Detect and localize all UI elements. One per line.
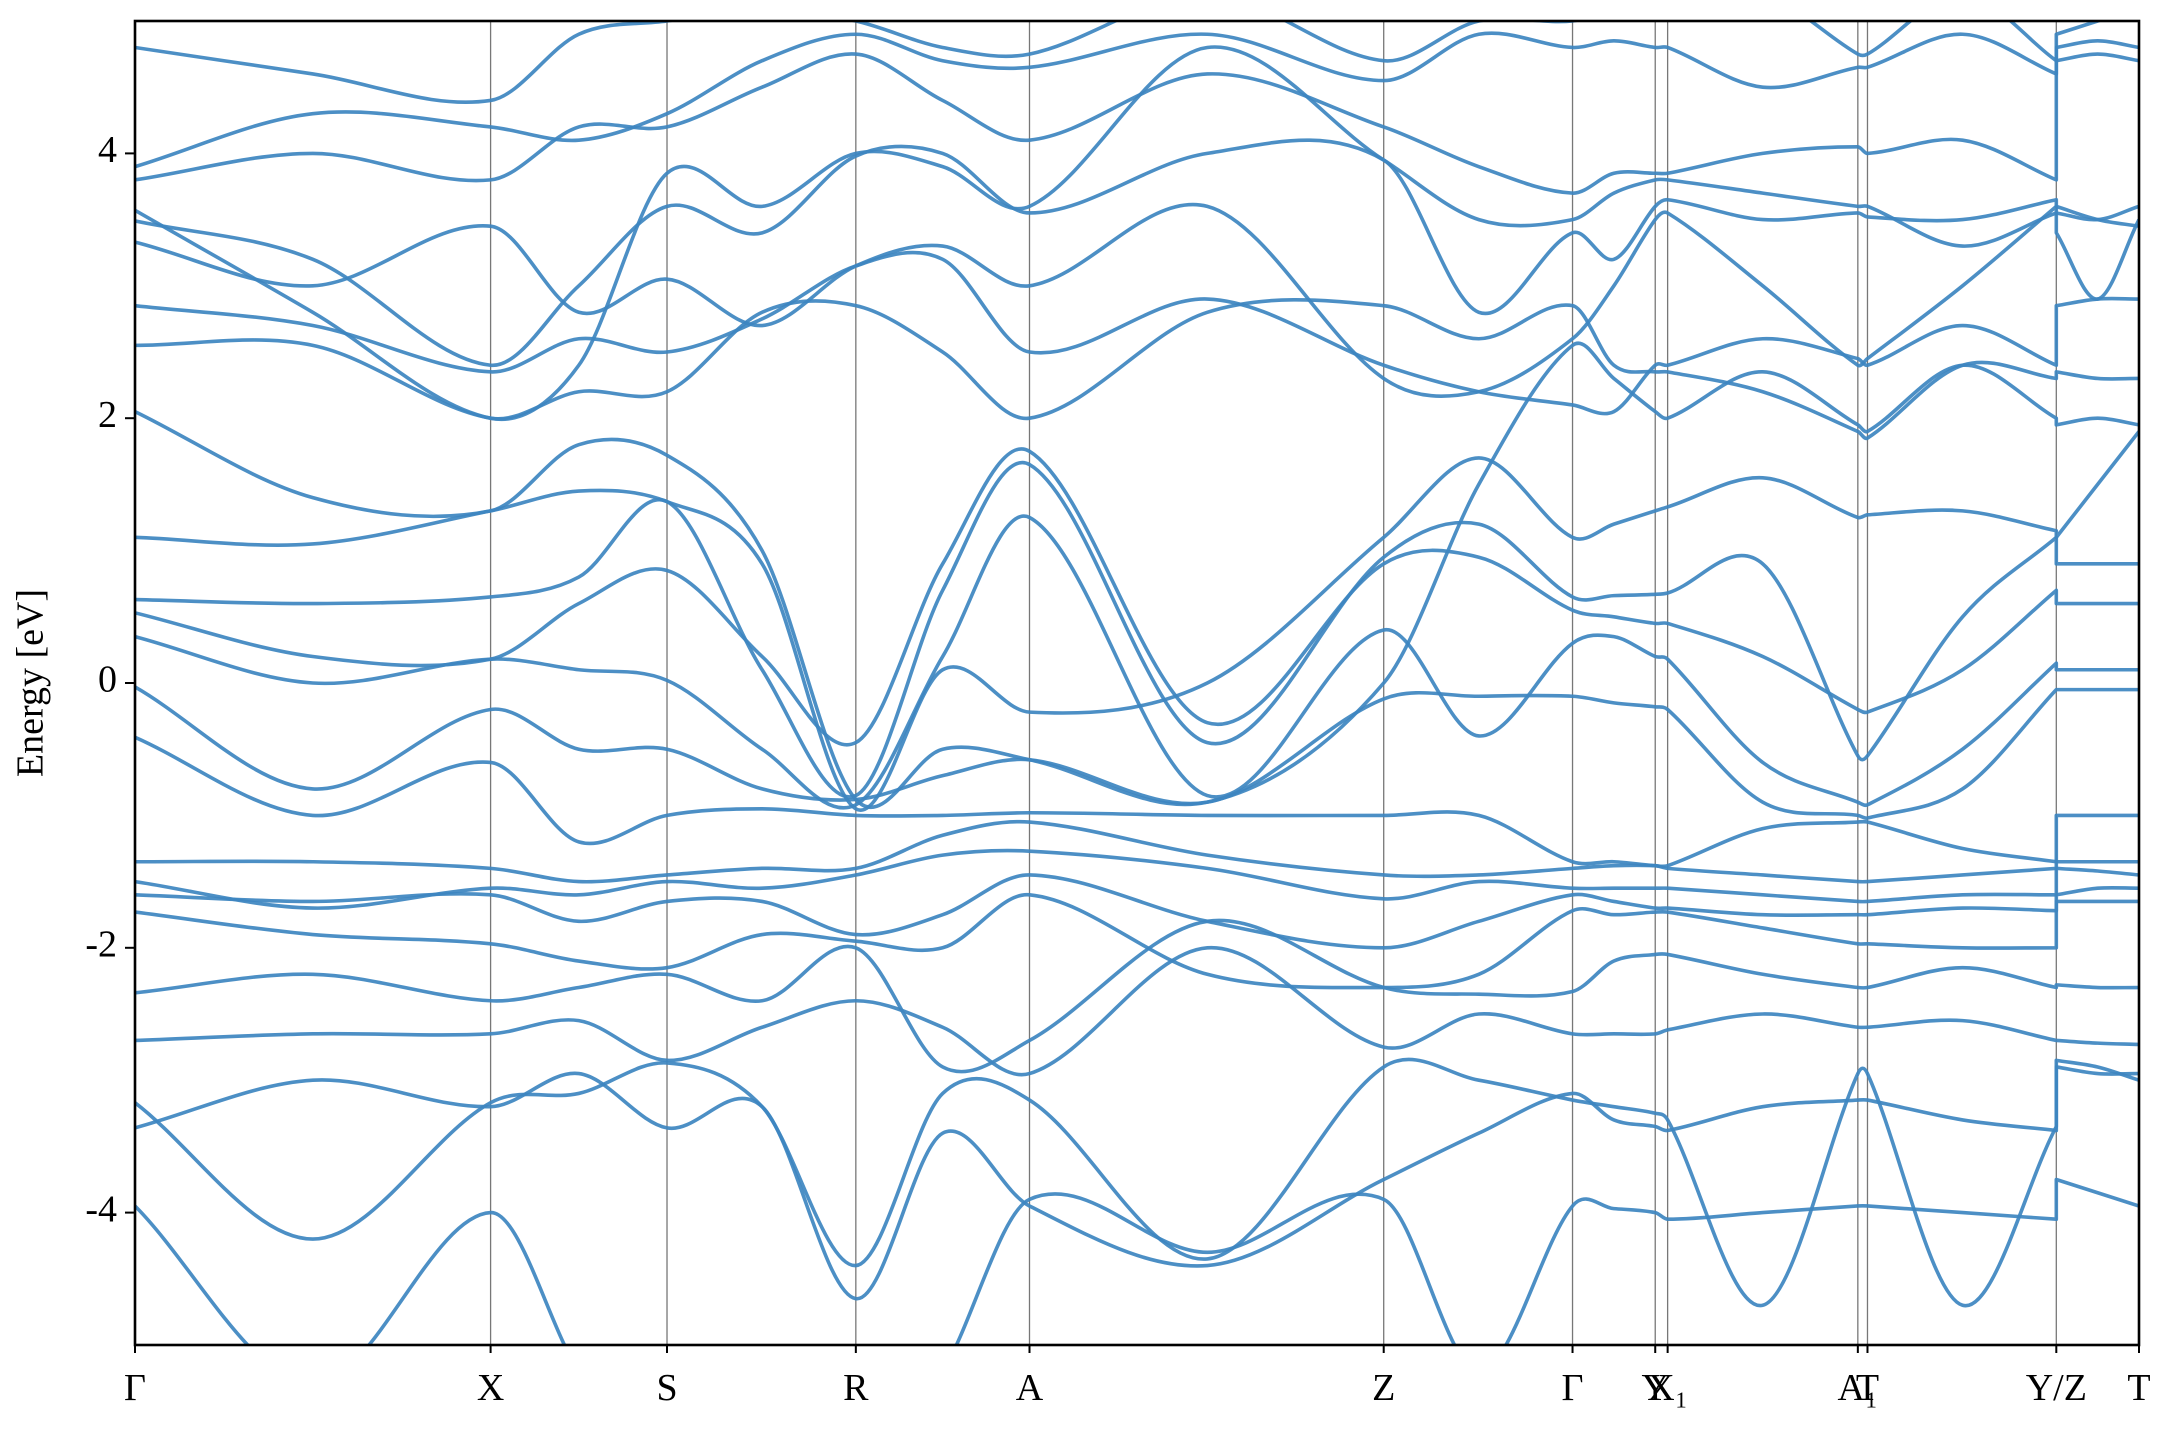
band-line [135, 138, 2139, 368]
band-line [135, 31, 2139, 169]
band-line [135, 460, 2139, 799]
y-tick-label: 4 [98, 129, 117, 171]
y-tick-label: -2 [85, 924, 117, 966]
x-tick-label: T [2127, 1367, 2150, 1409]
x-tick-label: Z [1372, 1367, 1395, 1409]
x-tick-label: A [1016, 1367, 1044, 1409]
band-line [135, 893, 2139, 990]
x-tick-label: R [843, 1367, 869, 1409]
y-axis-label: Energy [eV] [10, 589, 52, 777]
band-line [135, 52, 2139, 195]
band-line [135, 1177, 2139, 1345]
band-line [135, 21, 2104, 105]
band-line [135, 447, 2139, 747]
band-line [135, 250, 2139, 416]
x-tick-label: S [656, 1367, 677, 1409]
band-line [135, 813, 2139, 884]
x-tick-label: T [1856, 1367, 1879, 1409]
band-line [135, 341, 2139, 810]
band-line [135, 202, 2139, 398]
band-line [135, 1065, 2139, 1301]
band-line [135, 430, 2139, 812]
band-line [135, 298, 2139, 441]
y-tick-label: -4 [85, 1188, 117, 1230]
band-line [135, 848, 2139, 910]
x-tick-label: Γ [124, 1367, 146, 1409]
x-tick-label: X [477, 1367, 504, 1409]
band-line [135, 918, 2139, 1074]
x-tick-label: Y [1642, 1367, 1669, 1409]
plot-frame [133, 19, 2141, 1347]
bands [135, 21, 2139, 1345]
x-tick-label: Γ [1562, 1367, 1584, 1409]
band-line [135, 735, 2139, 869]
band-line [135, 945, 2139, 1077]
band-line [135, 1057, 2139, 1308]
band-line [135, 45, 2139, 422]
x-tick-label: A₁ [1837, 1367, 1878, 1409]
x-tick-label: Y/Z [2026, 1367, 2087, 1409]
x-tick-label: X₁ [1647, 1367, 1688, 1409]
band-line [135, 873, 2139, 950]
y-tick-label: 0 [98, 659, 117, 701]
y-tick-label: 2 [98, 394, 117, 436]
band-line [135, 685, 2139, 820]
band-line [135, 514, 2139, 810]
